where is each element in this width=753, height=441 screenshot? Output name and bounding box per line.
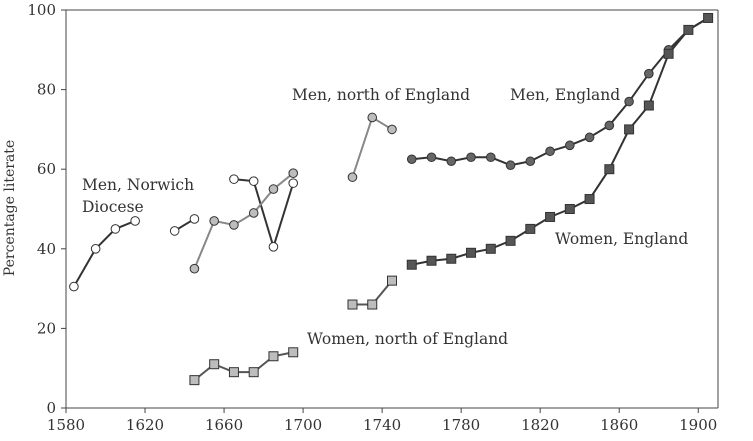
data-point-men-norwich-diocese-1665 (229, 174, 239, 184)
data-point-men-norwich-diocese-1615 (130, 216, 140, 226)
data-point-men-england-1765 (426, 152, 437, 163)
data-point-women-england-1755 (406, 259, 417, 270)
data-point-men-norwich-diocese-1675 (248, 176, 259, 186)
series-line-men-england-1 (411, 17, 709, 167)
data-point-men-norwich-diocese-1645 (189, 214, 200, 224)
data-point-men-england-1785 (466, 152, 476, 163)
data-point-women-england-1865 (624, 124, 635, 135)
data-point-men-england-1875 (644, 68, 654, 79)
data-point-women-england-1805 (505, 235, 516, 246)
series-women-england (406, 12, 714, 270)
data-point-women-england-1895 (683, 24, 694, 35)
data-point-women-england-1765 (426, 255, 437, 266)
data-point-women-england-1885 (663, 48, 674, 59)
data-point-women-north-of-england-1645 (189, 375, 200, 386)
data-point-men-norwich-diocese-1584 (69, 281, 79, 292)
y-tick-label-80: 80 (37, 81, 56, 99)
data-point-women-england-1775 (446, 253, 457, 264)
x-tick-label-1700: 1700 (284, 416, 322, 434)
data-point-women-north-of-england-1735 (367, 299, 378, 310)
data-point-men-england-1865 (624, 96, 634, 107)
x-tick-label-1780: 1780 (442, 416, 480, 434)
data-point-men-north-of-england-1645 (189, 263, 200, 274)
data-point-men-norwich-diocese-1695 (288, 178, 299, 188)
y-tick-label-20: 20 (37, 319, 56, 337)
y-tick-label-40: 40 (37, 240, 56, 258)
data-point-men-england-1835 (565, 140, 575, 151)
data-point-men-north-of-england-1655 (209, 216, 219, 226)
x-tick-label-1620: 1620 (126, 416, 164, 434)
data-point-men-england-1775 (446, 156, 457, 167)
series-line-men-norwich-diocese-1 (73, 220, 136, 288)
data-point-men-north-of-england-1685 (268, 184, 279, 194)
data-point-men-north-of-england-1735 (367, 112, 378, 123)
data-point-women-england-1905 (703, 12, 714, 23)
annotation-men-norwich-line1: Men, Norwich (82, 176, 194, 194)
data-point-women-england-1785 (466, 247, 477, 258)
annotation-men-england: Men, England (510, 86, 620, 104)
data-point-men-north-of-england-1695 (288, 168, 299, 178)
series-line-men-norwich-diocese-3 (233, 178, 295, 251)
data-point-men-norwich-diocese-1605 (110, 224, 121, 234)
data-point-men-england-1795 (485, 152, 496, 163)
annotation-women-north: Women, north of England (307, 330, 508, 348)
annotation-women-england: Women, England (555, 230, 688, 248)
data-point-men-north-of-england-1675 (248, 208, 259, 218)
data-point-men-england-1825 (545, 146, 555, 157)
data-point-men-north-of-england-1665 (229, 220, 239, 230)
x-tick-label-1820: 1820 (521, 416, 559, 434)
data-point-women-north-of-england-1745 (387, 275, 397, 286)
data-point-women-north-of-england-1695 (288, 347, 299, 358)
data-point-women-england-1825 (545, 211, 556, 222)
x-tick-label-1860: 1860 (600, 416, 638, 434)
data-point-men-north-of-england-1725 (347, 172, 358, 182)
data-point-men-norwich-diocese-1685 (268, 242, 279, 252)
data-point-men-england-1805 (505, 160, 516, 171)
data-point-men-norwich-diocese-1635 (169, 226, 180, 236)
data-point-men-norwich-diocese-1595 (90, 244, 101, 254)
annotation-men-norwich-line2: Diocese (82, 198, 144, 216)
x-tick-label-1740: 1740 (363, 416, 401, 434)
data-point-men-north-of-england-1745 (387, 124, 397, 135)
axes (65, 9, 719, 409)
data-point-men-england-1855 (604, 120, 615, 131)
data-point-women-england-1835 (564, 204, 575, 214)
series-line-women-england-1 (411, 17, 709, 266)
data-point-women-north-of-england-1685 (268, 351, 279, 362)
series-men-england (406, 13, 713, 171)
data-point-women-north-of-england-1665 (228, 367, 239, 378)
data-point-men-england-1845 (584, 132, 595, 143)
series-women-north-of-england (189, 275, 397, 386)
data-point-women-england-1795 (485, 243, 496, 254)
y-tick-label-100: 100 (27, 1, 56, 19)
annotations: Men, Norwich Diocese Men, north of Engla… (82, 86, 688, 348)
data-point-women-england-1855 (604, 164, 615, 175)
tick-group: 1580 1620 1660 1700 1740 1780 1820 1860 1900 0 20 4… (27, 1, 717, 434)
data-point-women-north-of-england-1675 (248, 367, 259, 378)
data-point-women-england-1815 (525, 223, 536, 234)
data-point-men-england-1815 (525, 156, 536, 167)
series-group (69, 12, 714, 386)
series-line-men-north-of-england-2 (351, 115, 393, 178)
x-tick-label-1580: 1580 (47, 416, 85, 434)
series-men-north-of-england (189, 112, 397, 274)
y-axis-label: Percentage literate (2, 140, 18, 276)
x-tick-label-1900: 1900 (679, 416, 717, 434)
data-point-women-north-of-england-1725 (347, 299, 358, 310)
data-point-men-england-1755 (406, 154, 417, 165)
annotation-men-north: Men, north of England (292, 86, 470, 104)
data-point-women-north-of-england-1655 (209, 359, 220, 370)
y-tick-label-0: 0 (46, 399, 56, 417)
data-point-women-england-1845 (584, 194, 595, 205)
series-men-norwich-diocese (69, 174, 299, 292)
y-tick-label-60: 60 (37, 160, 56, 178)
x-tick-label-1660: 1660 (205, 416, 243, 434)
data-point-women-england-1875 (643, 100, 654, 111)
series-line-men-north-of-england-1 (193, 172, 294, 270)
